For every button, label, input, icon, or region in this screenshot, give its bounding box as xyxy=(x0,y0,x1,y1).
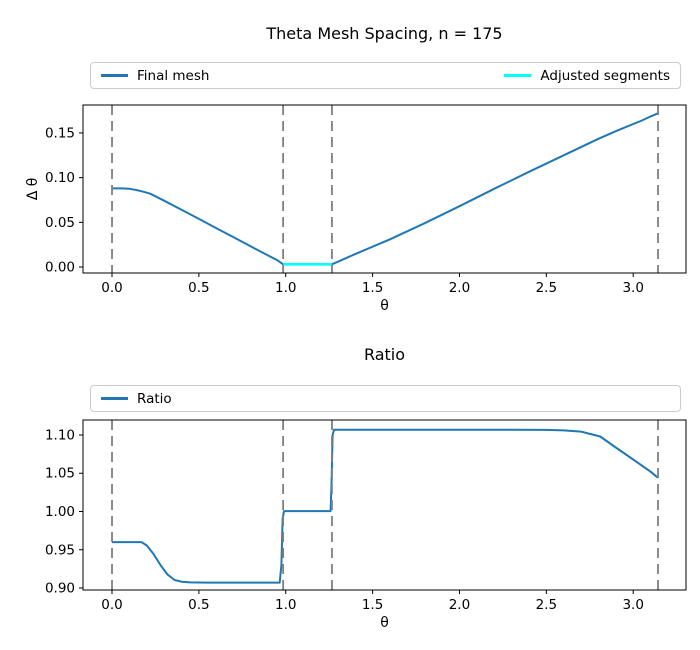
ratio-chart: 0.0 0.5 1.0 1.5 2.0 2.5 3.0 0.90 0.95 1.00 1.05 1.1… xyxy=(45,419,687,631)
y-tick-label: 1.05 xyxy=(45,466,75,482)
axes-frame xyxy=(82,104,687,274)
x-tick-label: 2.0 xyxy=(449,597,470,613)
y-tick-label: 0.00 xyxy=(45,260,75,276)
legend-ratio: Ratio xyxy=(90,385,681,412)
x-tick-label: 2.0 xyxy=(449,280,470,296)
plot-title-mesh-spacing: Theta Mesh Spacing, n = 175 xyxy=(266,24,503,43)
x-tick-label: 0.5 xyxy=(188,280,209,296)
legend-item-final-mesh: Final mesh xyxy=(101,68,209,84)
final-mesh-line-swatch xyxy=(101,74,128,77)
x-tick-label: 1.0 xyxy=(275,280,296,296)
final-mesh-curve xyxy=(112,112,659,266)
legend-mesh-spacing: Final mesh Adjusted segments xyxy=(90,62,681,89)
x-tick-label: 0.0 xyxy=(101,597,122,613)
x-tick-label: 2.5 xyxy=(536,280,557,296)
y-tick-label: 0.95 xyxy=(45,542,75,558)
legend-label-ratio: Ratio xyxy=(137,390,172,407)
ratio-line-swatch xyxy=(101,397,128,400)
x-tick-label: 3.0 xyxy=(622,280,643,296)
x-tick-label: 1.5 xyxy=(362,280,383,296)
y-tick-label: 0.05 xyxy=(45,215,75,231)
y-tick-label: 0.90 xyxy=(45,581,75,597)
x-axis-label: θ xyxy=(380,615,389,631)
axes-frame xyxy=(82,419,687,591)
y-tick-label: 1.10 xyxy=(45,427,75,443)
legend-label-adjusted-segments: Adjusted segments xyxy=(540,67,670,84)
ratio-curve xyxy=(112,428,659,584)
y-tick-label: 0.10 xyxy=(45,170,75,186)
legend-label-final-mesh: Final mesh xyxy=(137,67,210,84)
plot-title-ratio: Ratio xyxy=(363,345,406,364)
legend-item-ratio: Ratio xyxy=(101,391,172,407)
x-tick-label: 0.0 xyxy=(101,280,122,296)
x-tick-label: 0.5 xyxy=(188,597,209,613)
y-axis-label: Δ θ xyxy=(25,178,41,201)
x-tick-label: 1.0 xyxy=(275,597,296,613)
mesh-spacing-chart: 0.0 0.5 1.0 1.5 2.0 2.5 3.0 0.00 0.05 0.10 0.15 θ Δ … xyxy=(25,104,687,314)
legend-item-adjusted-segments: Adjusted segments xyxy=(504,68,670,84)
y-tick-label: 0.15 xyxy=(45,125,75,141)
x-tick-label: 2.5 xyxy=(536,597,557,613)
adjusted-segments-line-swatch xyxy=(504,74,532,77)
y-tick-label: 1.00 xyxy=(45,504,75,520)
x-tick-label: 1.5 xyxy=(362,597,383,613)
x-axis-label: θ xyxy=(380,298,389,314)
x-tick-label: 3.0 xyxy=(622,597,643,613)
